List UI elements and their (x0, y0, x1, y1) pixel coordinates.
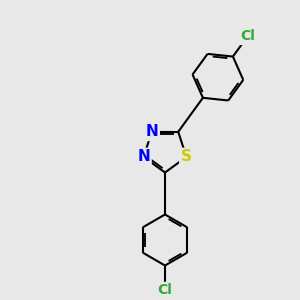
Text: Cl: Cl (158, 284, 172, 297)
Text: S: S (181, 149, 192, 164)
Text: N: N (137, 149, 150, 164)
Text: Cl: Cl (240, 29, 255, 44)
Text: N: N (146, 124, 158, 139)
